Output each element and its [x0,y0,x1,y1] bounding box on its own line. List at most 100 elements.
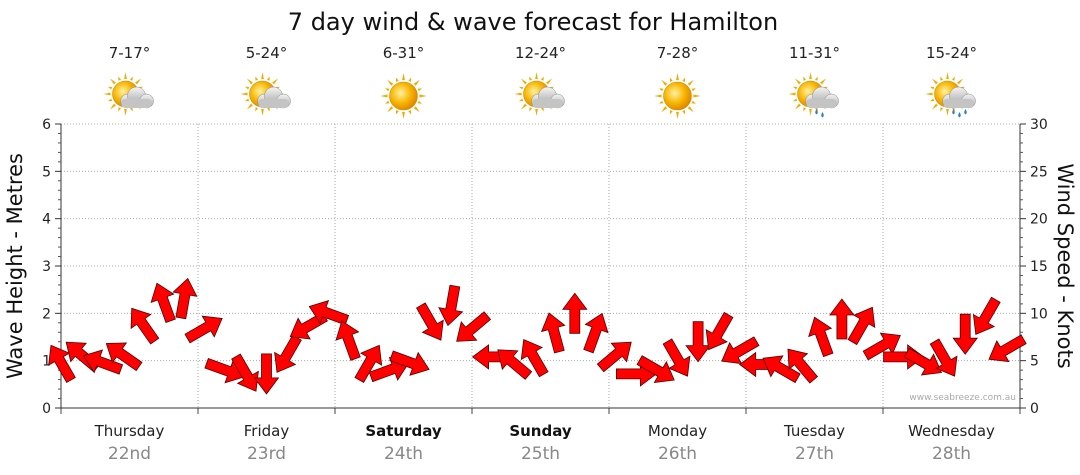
sun-icon [654,73,701,119]
day-name-label: Thursday [94,422,165,440]
wind-arrow [48,344,76,383]
wind-arrow [705,311,734,351]
cloud-shape [805,86,839,109]
sun-ray [529,76,533,81]
sun-ray [417,100,422,104]
wind-arrow [721,336,760,365]
sun-ray [809,72,812,80]
sun-ray [408,110,412,115]
sun-ray [129,76,133,81]
left-axis-ticks: 0 1 2 3 4 5 6 [42,117,61,417]
cloud-shape [942,86,976,109]
sun-ray [413,79,420,86]
wind-arrow [520,339,549,378]
sun-ray [387,79,394,86]
sun-ray [820,78,827,85]
wind-arrow [540,312,566,354]
rain-drop [952,109,955,115]
day-date-label: 22nd [108,444,151,464]
day-name-label: Saturday [365,422,442,440]
sun-ray [535,108,538,116]
sun-ray [109,103,116,110]
cloud-shape [257,86,291,109]
grid-lines [60,123,1021,414]
sun-ray [929,86,935,90]
day-date-label: 23rd [247,444,286,464]
sun-ray [385,88,390,92]
day-name-label: Friday [244,422,290,440]
sun-ray [792,98,798,102]
sun-ray [794,103,801,110]
wind-arrow [561,292,588,334]
sun-ray [669,110,673,115]
sun-ray [676,111,679,119]
wind-arrow [354,344,383,383]
chart-title: 7 day wind & wave forecast for Hamilton [288,8,778,36]
rain-drop [958,112,961,118]
sun-ray [661,79,668,86]
wind-arrow [172,277,198,320]
wind-arrow [438,284,464,327]
cloud-base [121,99,152,108]
sun-ray [240,92,248,96]
sun-cloud-icon [514,72,565,116]
wind-arrow [636,355,675,383]
right-tick-label: 20 [1030,212,1048,228]
sun-ray [417,88,422,92]
wind-arrow [497,349,533,380]
cloud-base [532,99,563,108]
sun-ray [255,107,259,112]
wind-arrow [596,341,632,373]
sun-ray [413,106,420,113]
wind-arrow [335,320,361,361]
day-name-label: Wednesday [908,422,995,440]
cloud-base [258,99,289,108]
wind-arrow [847,306,876,346]
sun-ray [118,76,122,81]
sun-ray [946,72,949,80]
sun-ray [931,103,938,110]
sun-ray [518,86,524,90]
sun-ray [529,107,533,112]
sun-ray [687,106,694,113]
sun-ray [682,110,686,115]
wind-arrow [988,334,1027,363]
sun-cloud-icon [103,72,154,116]
rain-drop [964,109,967,115]
sun-ray [691,88,696,92]
wind-arrow [762,355,801,384]
right-tick-label: 10 [1030,306,1048,322]
sun-ray [676,73,679,81]
sun-ray [520,78,527,85]
plot-area: 0 1 2 3 4 5 6 0 5 10 15 20 25 30 [42,117,1048,417]
weather-row: 7-17° 5-24° 6-31° 12-24° 7-28° 11-31° 15-24° [103,44,977,119]
wind-arrow [456,311,492,342]
sun-disc [663,81,692,111]
sun-ray [244,98,250,102]
wind-arrow [862,332,901,361]
sun-ray [261,108,264,116]
sun-ray [925,92,933,96]
left-tick-label: 6 [42,117,51,133]
sun-disc [389,81,418,111]
sun-ray [691,100,696,104]
sun-icon [380,73,427,119]
temperature-label: 12-24° [515,44,566,62]
sun-ray [385,100,390,104]
y-axis-right-label: Wind Speed - Knots [1053,163,1077,368]
day-name-label: Monday [648,422,707,440]
temperature-label: 7-17° [109,44,151,62]
sun-ray [682,77,686,82]
sun-ray [669,77,673,82]
sun-ray [794,78,801,85]
cloud-shape [531,86,565,109]
sun-ray [929,98,935,102]
sun-ray [272,78,279,85]
sun-ray [118,107,122,112]
sun-ray [107,98,113,102]
wind-arrow [952,313,979,355]
cloud-base [943,99,974,108]
sun-ray [803,107,807,112]
sun-ray [687,79,694,86]
sun-ray [402,111,405,119]
